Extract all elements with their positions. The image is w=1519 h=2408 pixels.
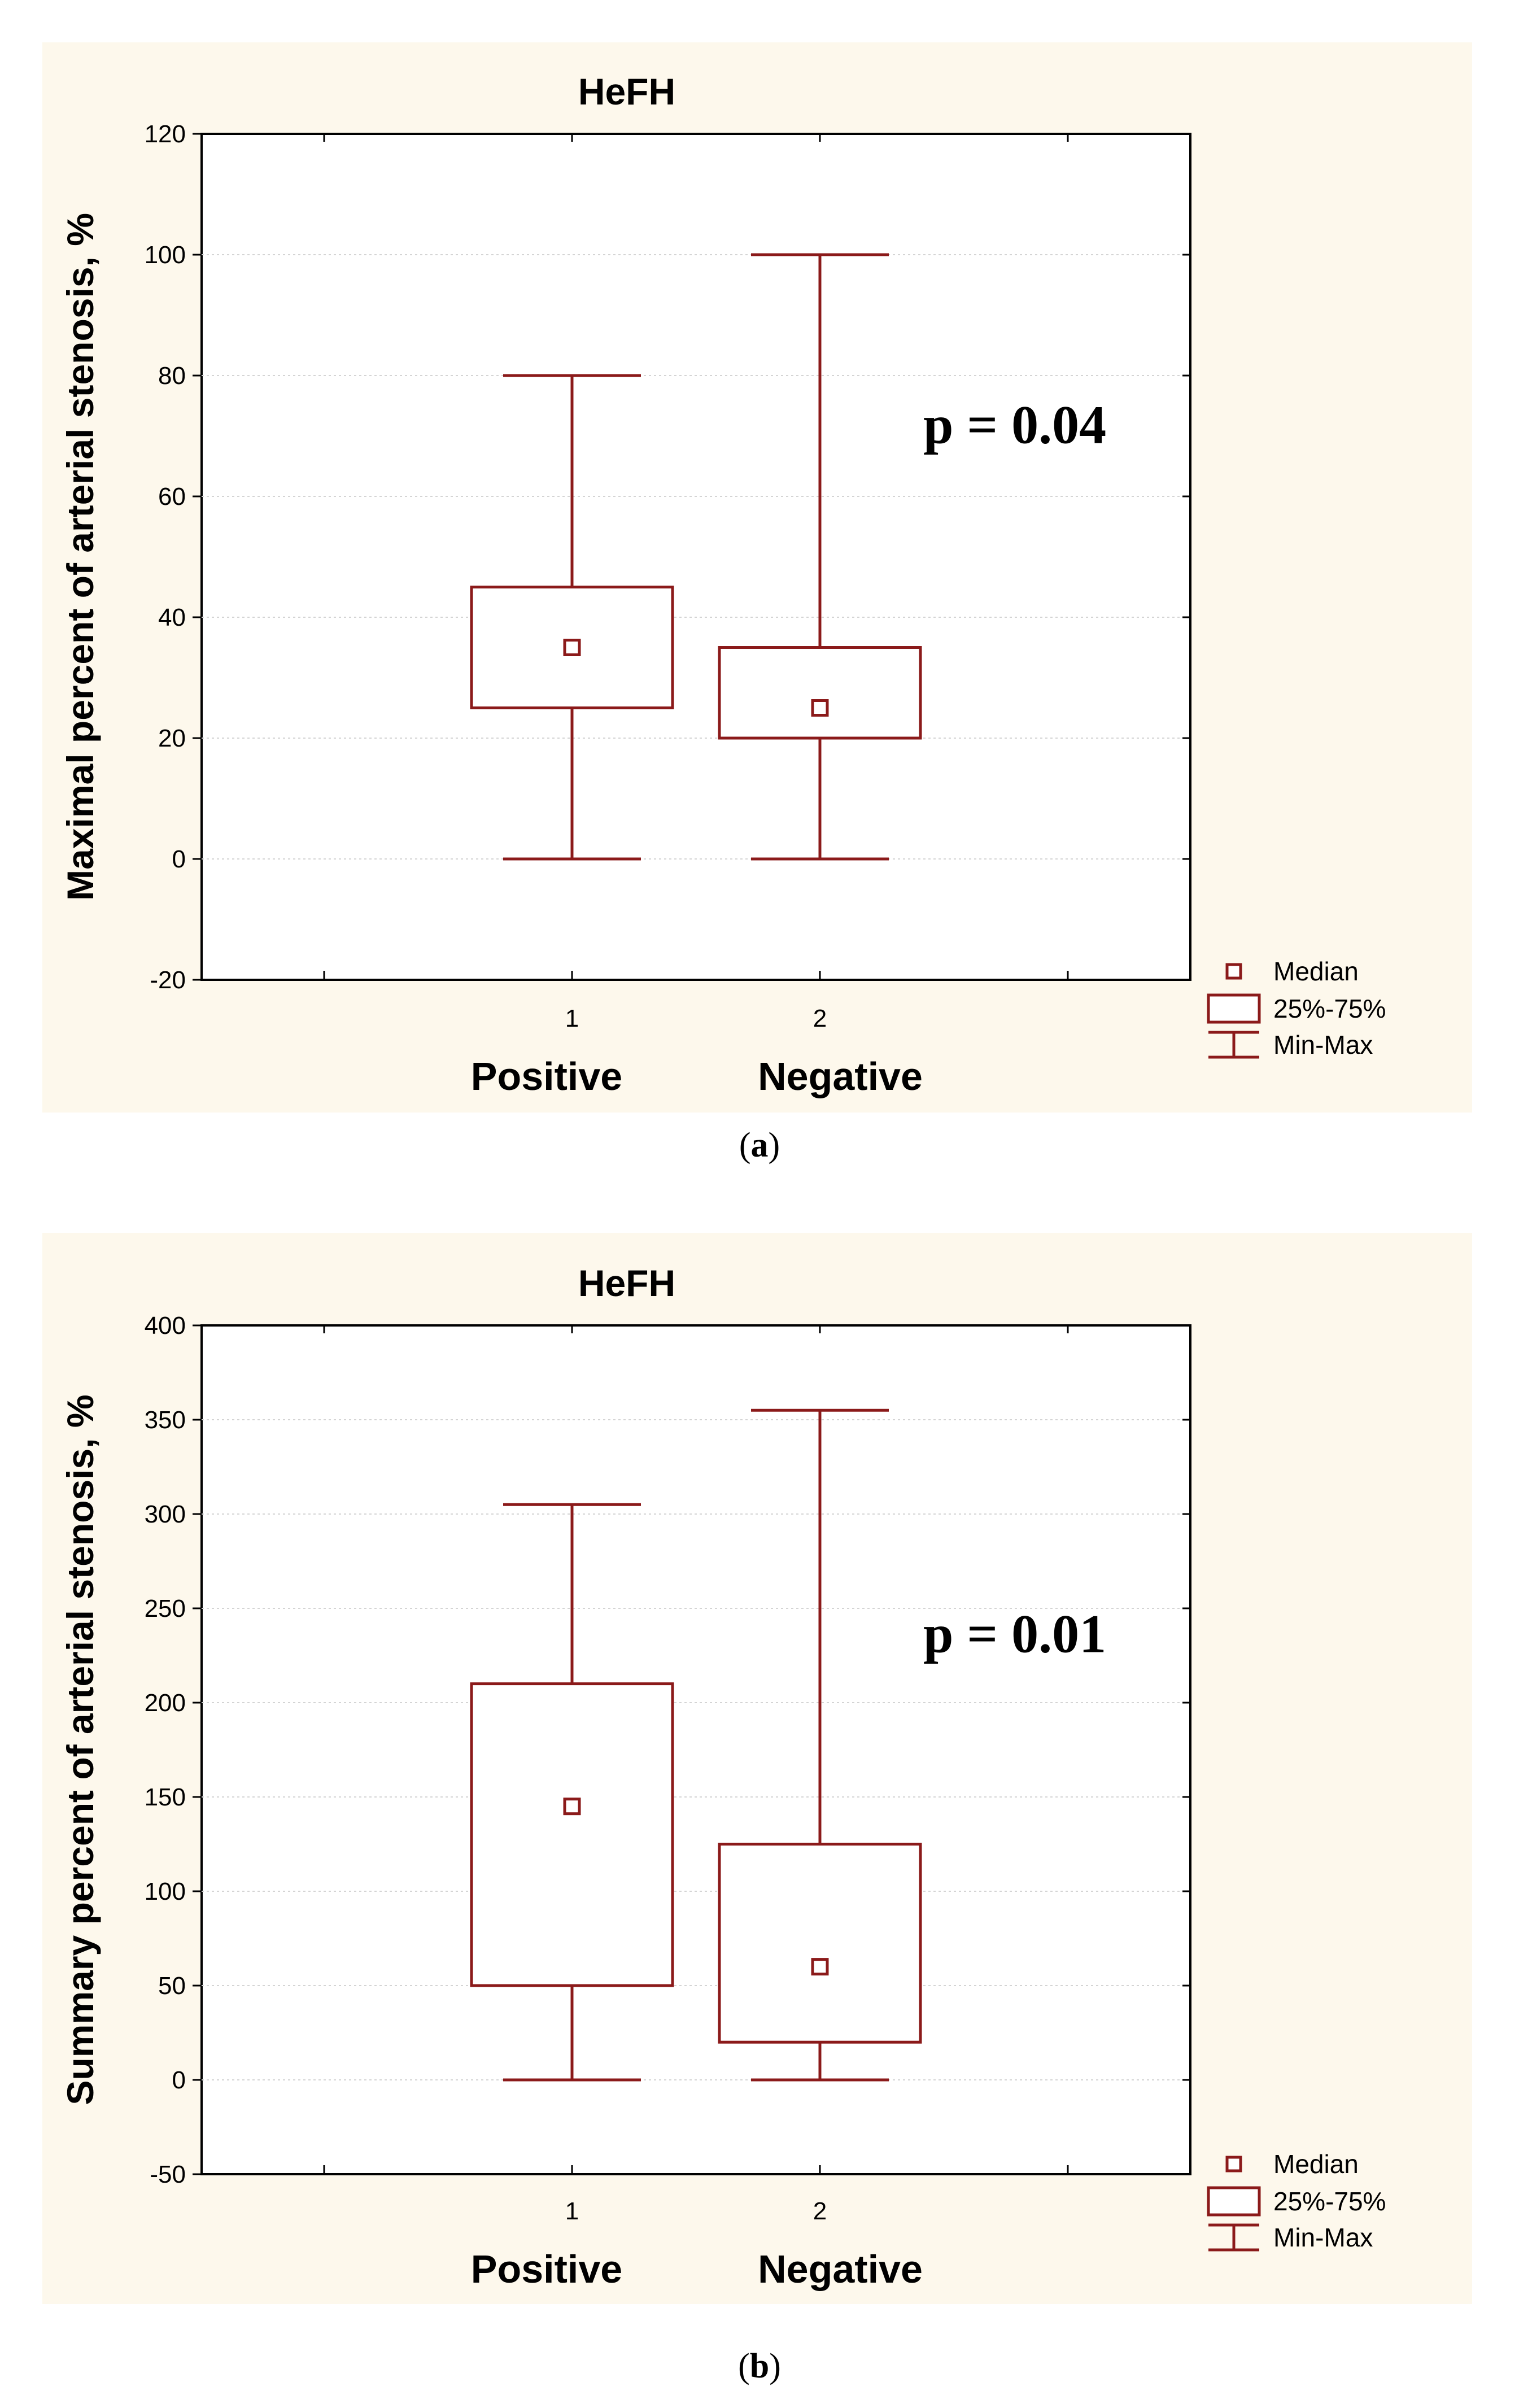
y-tick-label: 50	[158, 1972, 186, 2000]
x-tick-label: 1	[565, 2197, 579, 2225]
y-axis-label: Summary percent of arterial stenosis, %	[59, 1394, 101, 2105]
chart-title: HeFH	[578, 71, 675, 112]
iqr-box	[718, 646, 922, 740]
y-tick-label: 0	[172, 2066, 186, 2094]
y-tick-label: 0	[172, 845, 186, 873]
y-tick-label: -50	[150, 2161, 186, 2188]
chart-title: HeFH	[578, 1262, 675, 1304]
median-marker	[811, 1958, 829, 1976]
iqr-box	[470, 1682, 674, 1987]
legend-median-label: Median	[1273, 957, 1359, 986]
y-tick-label: 60	[158, 483, 186, 511]
panel-caption: (b)	[738, 2347, 781, 2385]
p-value-annotation: p = 0.01	[923, 1603, 1106, 1664]
legend: Median 25%-75% Min-Max	[1207, 957, 1386, 1059]
legend-median-label: Median	[1273, 2149, 1359, 2179]
group-label-negative: Negative	[758, 1054, 923, 1098]
x-tick-label: 2	[813, 2197, 827, 2225]
y-tick-label: 40	[158, 604, 186, 631]
y-tick-label: 400	[145, 1312, 186, 1340]
chart-panel-b: -50 0 50 100 150 200 250 300 350 400 1 2 HeFH Summary…	[42, 1233, 1472, 2385]
plot-area	[200, 133, 1191, 981]
y-tick-label: 20	[158, 725, 186, 752]
box-positive	[470, 1503, 674, 2082]
box-positive	[470, 374, 674, 861]
y-axis-label: Maximal percent of arterial stenosis, %	[59, 213, 101, 901]
box-negative	[718, 1408, 922, 2082]
y-tick-label: 350	[145, 1406, 186, 1434]
x-tick-label: 2	[813, 1005, 827, 1032]
legend-iqr-label: 25%-75%	[1273, 994, 1386, 1023]
group-label-negative: Negative	[758, 2247, 923, 2291]
median-marker	[811, 699, 829, 717]
y-tick-label: 200	[145, 1689, 186, 1717]
y-tick-label: 300	[145, 1500, 186, 1528]
group-label-positive: Positive	[471, 1054, 622, 1098]
y-tick-label: 100	[145, 1878, 186, 1905]
median-marker	[563, 639, 581, 656]
legend-median-icon	[1225, 963, 1242, 980]
iqr-box	[718, 1843, 922, 2044]
panel-caption: (a)	[739, 1126, 780, 1164]
y-tick-label: 250	[145, 1595, 186, 1622]
chart-panel-a: -20 0 20 40 60 80 100 120 1 2 HeFH Maximal percent …	[42, 42, 1472, 1164]
legend: Median 25%-75% Min-Max	[1207, 2149, 1386, 2252]
legend-iqr-label: 25%-75%	[1273, 2187, 1386, 2216]
legend-box-icon	[1207, 993, 1261, 1024]
median-marker	[563, 1798, 581, 1816]
y-tick-label: 100	[145, 241, 186, 269]
x-tick-label: 1	[565, 1005, 579, 1032]
legend-box-icon	[1207, 2186, 1261, 2217]
box-negative	[718, 253, 922, 861]
y-tick-label: 80	[158, 362, 186, 390]
y-tick-label: 150	[145, 1783, 186, 1811]
y-tick-label: 120	[145, 120, 186, 148]
legend-median-icon	[1225, 2156, 1242, 2173]
group-label-positive: Positive	[471, 2247, 622, 2291]
y-tick-label: -20	[150, 966, 186, 994]
plot-area	[200, 1324, 1191, 2175]
p-value-annotation: p = 0.04	[923, 395, 1106, 455]
legend-minmax-label: Min-Max	[1273, 1030, 1373, 1059]
legend-minmax-label: Min-Max	[1273, 2223, 1373, 2252]
iqr-box	[470, 586, 674, 709]
